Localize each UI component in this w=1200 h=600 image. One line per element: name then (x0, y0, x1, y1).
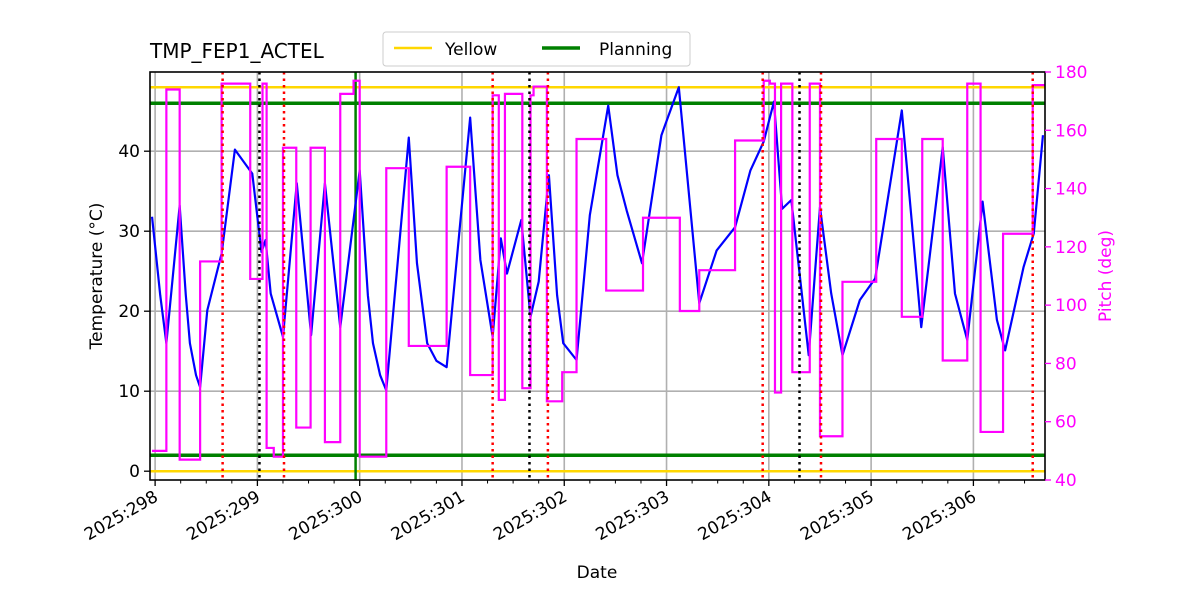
temperature-series-line (150, 86, 1045, 392)
legend: Yellow Planning (382, 31, 691, 67)
y2-tick-label: 40 (1055, 471, 1077, 491)
y2-tick-label: 60 (1055, 413, 1077, 433)
x-tick-label: 2025:303 (593, 487, 674, 545)
x-tick-label: 2025:300 (286, 487, 367, 545)
plot-area (150, 72, 1045, 480)
y2-tick-label: 100 (1055, 296, 1087, 316)
legend-label-yellow: Yellow (444, 40, 497, 60)
y2-tick-label: 160 (1055, 121, 1087, 141)
x-tick-label: 2025:305 (797, 487, 878, 545)
y-tick-label: 20 (118, 302, 140, 322)
x-tick-label: 2025:302 (490, 487, 571, 545)
y-tick-label: 40 (118, 142, 140, 162)
y2-tick-label: 120 (1055, 238, 1087, 258)
y-tick-label: 30 (118, 222, 140, 242)
axes-frame (149, 71, 1046, 481)
x-axis-label: Date (577, 563, 618, 583)
x-tick-label: 2025:301 (388, 487, 469, 545)
x-tick-label: 2025:306 (899, 487, 980, 545)
legend-label-planning: Planning (599, 40, 672, 60)
y2-tick-label: 140 (1055, 180, 1087, 200)
y2-tick-label: 80 (1055, 354, 1077, 374)
y-axis-label: Temperature (°C) (87, 203, 107, 351)
chart-title: TMP_FEP1_ACTEL (149, 39, 325, 63)
x-tick-label: 2025:298 (81, 487, 162, 545)
y2-axis-label: Pitch (deg) (1096, 230, 1116, 322)
x-tick-label: 2025:299 (183, 487, 264, 545)
y-tick-label: 10 (118, 382, 140, 402)
y-tick-label: 0 (129, 462, 140, 482)
pitch-series-line (152, 79, 1045, 461)
legend-box (382, 31, 691, 67)
x-tick-label: 2025:304 (695, 487, 776, 545)
y2-tick-label: 180 (1055, 63, 1087, 83)
